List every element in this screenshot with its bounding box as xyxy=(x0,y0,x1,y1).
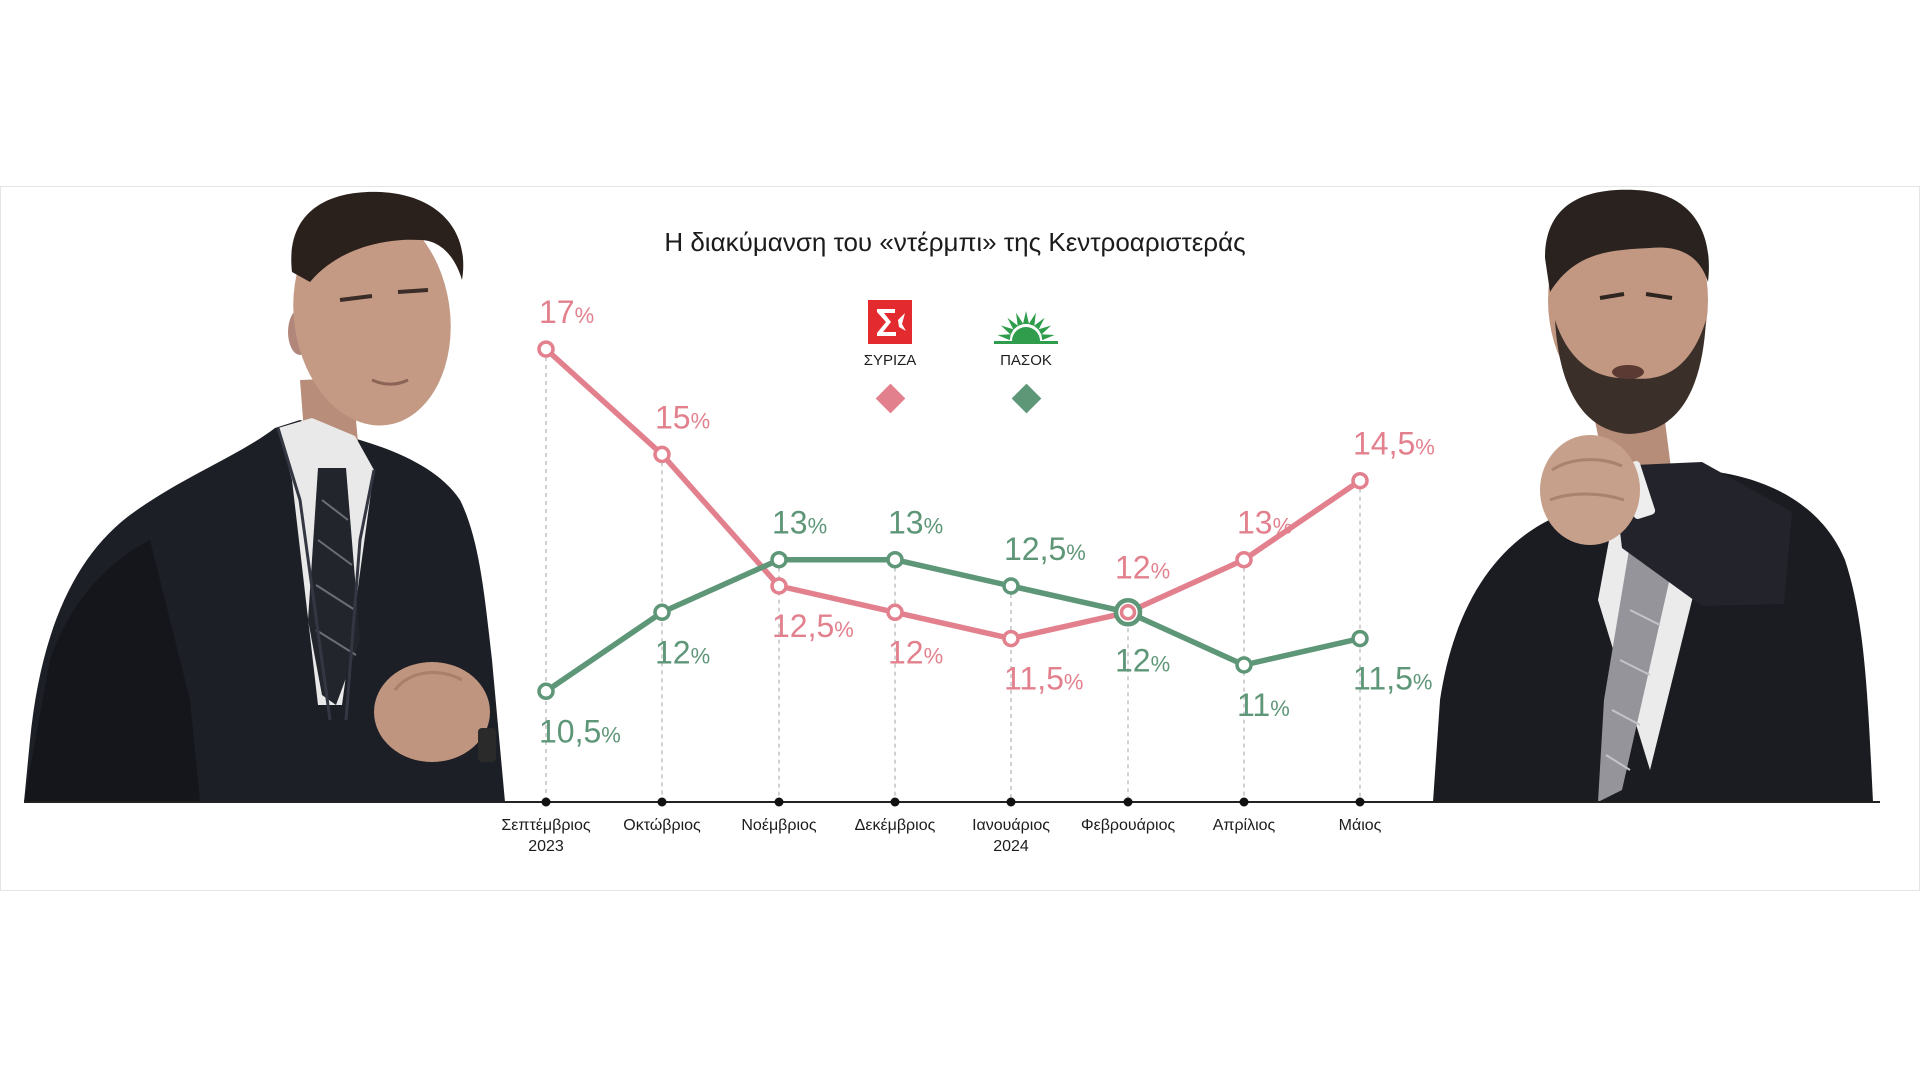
x-tick-label: Οκτώβριος xyxy=(623,817,701,834)
series-points xyxy=(537,340,1369,701)
legend-item-syriza: ΣΥΡΙΖΑ xyxy=(840,300,940,415)
pasok-logo-icon xyxy=(994,311,1058,344)
pasok-point xyxy=(1002,577,1020,595)
pasok-point xyxy=(653,603,671,622)
pasok-value-label: 13% xyxy=(888,505,943,541)
x-tick-dot xyxy=(1123,797,1133,807)
x-tick-dot xyxy=(774,797,784,807)
syriza-value-label: 12% xyxy=(1115,549,1170,585)
pasok-value-label: 12% xyxy=(655,634,710,670)
x-tick-dot xyxy=(1355,797,1365,807)
pasok-value-label: 13% xyxy=(772,505,827,541)
pasok-point xyxy=(1351,629,1369,648)
pasok-value-label: 10,5% xyxy=(539,713,621,749)
right-politician-photo xyxy=(1433,189,1873,802)
x-tick-dot xyxy=(541,797,551,807)
syriza-point xyxy=(1119,604,1137,621)
x-tick-label: Μάιος xyxy=(1339,817,1382,834)
pasok-point xyxy=(537,682,555,701)
legend-marker-pasok xyxy=(1011,383,1041,414)
syriza-value-label: 12% xyxy=(888,634,943,670)
x-tick-label: Απρίλιος xyxy=(1213,817,1276,834)
pasok-value-label: 12,5% xyxy=(1004,531,1086,567)
pasok-value-label: 11,5% xyxy=(1353,661,1432,697)
x-tick-label: Νοέμβριος xyxy=(741,817,817,834)
x-axis-ticks: Σεπτέμβριος 2023 Οκτώβριος Νοέμβριος Δεκέμβρ… xyxy=(501,797,1382,855)
syriza-value-label: 13% xyxy=(1237,505,1292,541)
syriza-line xyxy=(543,346,1363,642)
syriza-point xyxy=(770,577,788,595)
syriza-point xyxy=(537,340,555,358)
syriza-logo-icon xyxy=(868,300,912,344)
syriza-value-label: 14,5% xyxy=(1353,426,1435,462)
series-lines xyxy=(543,346,1363,695)
chart-title: Η διακύμανση του «ντέρμπι» της Κεντροαρι… xyxy=(664,227,1246,257)
x-tick-dot xyxy=(890,797,900,807)
syriza-value-label: 12,5% xyxy=(772,608,854,644)
syriza-point xyxy=(1351,471,1369,490)
x-tick-label: Σεπτέμβριος 2023 xyxy=(501,817,590,855)
legend-label-syriza: ΣΥΡΙΖΑ xyxy=(863,352,917,369)
left-politician-photo xyxy=(24,191,505,802)
syriza-point xyxy=(653,445,671,464)
syriza-value-label: 17% xyxy=(539,294,594,330)
legend-label-pasok: ΠΑΣΟΚ xyxy=(1000,352,1052,369)
pasok-point xyxy=(886,550,904,569)
pasok-point xyxy=(1235,656,1253,674)
chart-plot-area: Σεπτέμβριος 2023 Οκτώβριος Νοέμβριος Δεκέμβρ… xyxy=(501,294,1434,855)
pasok-point xyxy=(770,550,788,569)
pasok-value-label: 12% xyxy=(1115,642,1170,678)
pasok-value-label: 11% xyxy=(1237,687,1290,723)
syriza-point xyxy=(1002,629,1020,648)
pasok-line xyxy=(543,556,1363,695)
x-tick-dot xyxy=(657,797,667,807)
x-tick-label: Φεβρουάριος xyxy=(1081,817,1176,834)
syriza-point xyxy=(1235,550,1253,569)
syriza-value-label: 11,5% xyxy=(1004,661,1083,697)
x-tick-dot xyxy=(1006,797,1016,807)
legend-marker-syriza xyxy=(875,383,905,414)
syriza-point xyxy=(886,603,904,622)
x-tick-label: Δεκέμβριος xyxy=(855,817,936,834)
x-tick-dot xyxy=(1239,797,1249,807)
legend-item-pasok: ΠΑΣΟΚ xyxy=(976,300,1076,415)
x-tick-label: Ιανουάριος 2024 xyxy=(972,817,1050,855)
syriza-value-label: 15% xyxy=(655,399,710,435)
